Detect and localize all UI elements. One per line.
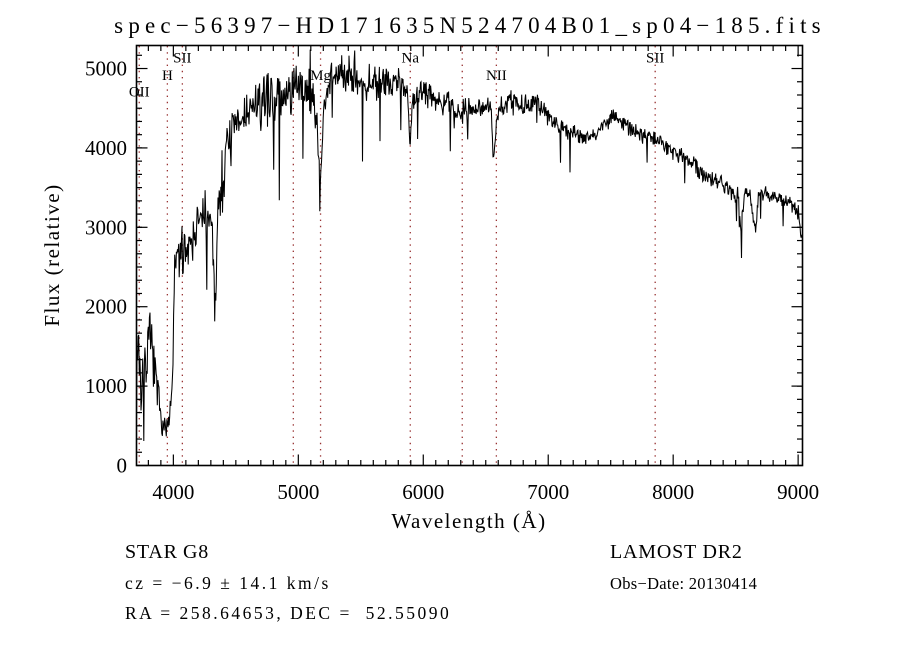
spectral-line-label: Na xyxy=(402,51,420,67)
survey-name: LAMOST DR2 xyxy=(610,541,743,563)
x-tick-label: 5000 xyxy=(277,480,319,504)
x-tick-label: 6000 xyxy=(402,480,444,504)
cz-value: cz = −6.9 ± 14.1 km/s xyxy=(125,573,331,593)
obs-date: Obs−Date: 20130414 xyxy=(610,574,757,593)
spectral-line-label: NII xyxy=(486,68,507,84)
spectral-line-label: H xyxy=(162,68,173,84)
y-axis-label: Flux (relative) xyxy=(40,183,64,326)
y-tick-label: 1000 xyxy=(85,374,127,398)
y-tick-label: 0 xyxy=(117,454,128,478)
spectral-line-label: OII xyxy=(129,85,150,101)
y-tick-label: 5000 xyxy=(85,57,127,81)
x-tick-label: 4000 xyxy=(152,480,194,504)
x-axis-label: Wavelength (Å) xyxy=(391,509,546,533)
spectrum-path xyxy=(135,49,803,442)
x-tick-label: 9000 xyxy=(777,480,819,504)
y-tick-label: 4000 xyxy=(85,136,127,160)
object-subclass: G8 xyxy=(183,541,209,563)
axis-ticks: 4000 5000 6000 7000 8000 9000 0 1000 2000 3000 400… xyxy=(85,45,819,504)
object-class: STAR xyxy=(125,541,178,563)
y-tick-label: 3000 xyxy=(85,215,127,239)
ra-dec-value: RA = 258.64653, DEC = 52.55090 xyxy=(125,603,451,623)
y-tick-label: 2000 xyxy=(85,295,127,319)
plot-title: spec−56397−HD171635N524704B01_sp04−185.f… xyxy=(114,13,826,38)
x-tick-label: 7000 xyxy=(527,480,569,504)
plot-frame xyxy=(135,44,804,467)
spectral-line-label: SII xyxy=(173,51,191,67)
spectrum-trace xyxy=(135,49,803,442)
x-tick-label: 8000 xyxy=(652,480,694,504)
spectral-line-label: Mg xyxy=(310,68,331,84)
spectral-line-label: SII xyxy=(646,51,664,67)
